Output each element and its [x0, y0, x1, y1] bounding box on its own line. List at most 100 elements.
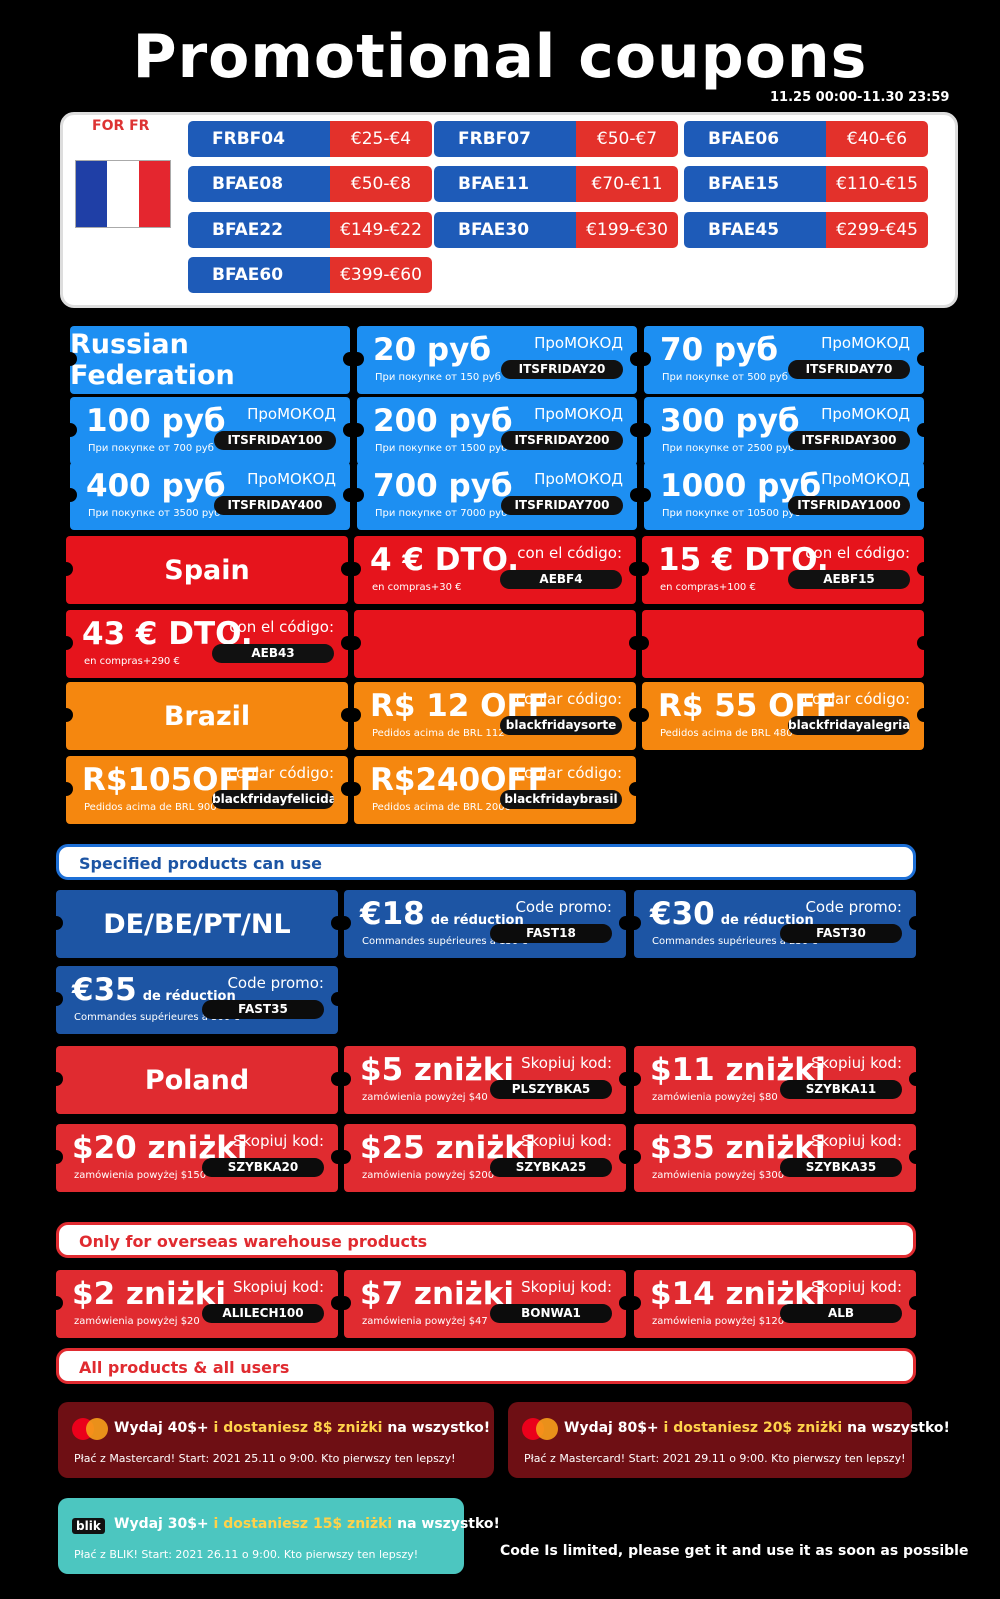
- coupon-fr[interactable]: BFAE30 €199-€30: [434, 212, 678, 248]
- coupon-code: BFAE45: [684, 212, 826, 248]
- coupon-ticket[interactable]: $7 zniżki zamówienia powyżej $47 Skopiuj k…: [337, 1270, 633, 1338]
- banner-overseas: Only for overseas warehouse products: [56, 1222, 916, 1258]
- promo-discount: 8$ zniżki: [312, 1420, 383, 1436]
- coupon-ticket[interactable]: R$ 55 OFF Pedidos acima de BRL 480 copiar …: [635, 682, 931, 750]
- coupon-amount: 70 руб: [660, 332, 778, 368]
- coupon-ticket[interactable]: 100 руб При покупке от 700 руб ПроМОКОД ITS…: [63, 397, 357, 465]
- coupon-fr[interactable]: BFAE06 €40-€6: [684, 121, 928, 157]
- coupon-ticket[interactable]: $20 zniżki zamówienia powyżej $150 Skopiuj…: [49, 1124, 345, 1192]
- coupon-ticket[interactable]: $25 zniżki zamówienia powyżej $200 Skopiuj…: [337, 1124, 633, 1192]
- coupon-condition: При покупке от 3500 руб: [88, 508, 221, 519]
- coupon-code: ITSFRIDAY300: [788, 431, 910, 450]
- coupon-value: €149-€22: [330, 212, 432, 248]
- coupon-amount-text: 20 руб: [373, 332, 491, 368]
- coupon-ticket[interactable]: €18 de réduction Commandes supérieures à 1…: [337, 890, 633, 958]
- coupon-condition: zamówienia powyżej $20: [74, 1316, 200, 1327]
- coupon-condition: При покупке от 150 руб: [375, 372, 501, 383]
- france-flag-icon: [75, 160, 171, 228]
- coupon-amount-text: 70 руб: [660, 332, 778, 368]
- empty-ticket: [347, 610, 643, 678]
- coupon-fr[interactable]: BFAE60 €399-€60: [188, 257, 432, 293]
- coupon-code-label: Code promo:: [515, 898, 612, 916]
- coupon-condition: Pedidos acima de BRL 900: [84, 802, 217, 813]
- empty-ticket: [635, 610, 931, 678]
- coupon-code-label: ПроМОКОД: [534, 334, 623, 352]
- coupon-amount-text: €18: [360, 896, 425, 932]
- payment-promo: blik Wydaj 30$+ i dostaniesz 15$ zniżki n…: [58, 1498, 500, 1574]
- coupon-code-label: ПроМОКОД: [821, 405, 910, 423]
- coupon-amount-text: €30: [650, 896, 715, 932]
- coupon-ticket[interactable]: $5 zniżki zamówienia powyżej $40 Skopiuj k…: [337, 1046, 633, 1114]
- coupon-code-label: con el código:: [805, 544, 910, 562]
- coupon-ticket[interactable]: 70 руб При покупке от 500 руб ПроМОКОД ITSF…: [637, 326, 931, 394]
- coupon-code-label: con el código:: [229, 618, 334, 636]
- coupon-amount: $2 zniżki: [72, 1276, 226, 1312]
- promo-headline: Wydaj 30$+ i dostaniesz 15$ zniżki na ws…: [114, 1516, 500, 1532]
- coupon-ticket[interactable]: 20 руб При покупке от 150 руб ПроМОКОД ITSF…: [350, 326, 644, 394]
- coupon-ticket[interactable]: R$ 12 OFF Pedidos acima de BRL 112 copiar …: [347, 682, 643, 750]
- coupon-ticket[interactable]: R$105OFF Pedidos acima de BRL 900 copiar c…: [59, 756, 355, 824]
- coupon-ticket[interactable]: 15 € DTO. en compras+100 € con el código: A…: [635, 536, 931, 604]
- coupon-value: €110-€15: [826, 166, 928, 202]
- coupon-code-label: ПроМОКОД: [247, 470, 336, 488]
- promo-scope: na wszystko!: [842, 1420, 950, 1436]
- coupon-code: PLSZYBKA5: [490, 1080, 612, 1099]
- region-name: Russian Federation: [70, 329, 235, 391]
- coupon-ticket[interactable]: $14 zniżki zamówienia powyżej $120 Skopiuj…: [627, 1270, 923, 1338]
- coupon-ticket[interactable]: $2 zniżki zamówienia powyżej $20 Skopiuj k…: [49, 1270, 345, 1338]
- coupon-ticket[interactable]: 4 € DTO. en compras+30 € con el código: AEB…: [347, 536, 643, 604]
- coupon-ticket[interactable]: 200 руб При покупке от 1500 руб ПроМОКОД IT…: [350, 397, 644, 465]
- promo-details: Płać z Mastercard! Start: 2021 25.11 o 9…: [74, 1452, 456, 1465]
- coupon-amount: 400 руб: [86, 468, 226, 504]
- coupon-ticket[interactable]: €35 de réduction Commandes supérieures à 3…: [49, 966, 345, 1034]
- mastercard-logo-icon: [522, 1418, 558, 1440]
- coupon-code: BFAE15: [684, 166, 826, 202]
- coupon-code: AEB43: [212, 644, 334, 663]
- coupon-code: FAST18: [490, 924, 612, 943]
- coupon-code: FAST30: [780, 924, 902, 943]
- coupon-fr[interactable]: BFAE45 €299-€45: [684, 212, 928, 248]
- coupon-condition: При покупке от 1500 руб: [375, 443, 508, 454]
- region-name: Spain: [164, 554, 250, 586]
- coupon-condition: zamówienia powyżej $120: [652, 1316, 785, 1327]
- coupon-condition: Commandes supérieures à 300 €: [74, 1012, 240, 1023]
- coupon-value: €25-€4: [330, 121, 432, 157]
- coupon-condition: Pedidos acima de BRL 112: [372, 728, 505, 739]
- coupon-code: SZYBKA11: [780, 1080, 902, 1099]
- coupon-ticket[interactable]: 700 руб При покупке от 7000 руб ПроМОКОД IT…: [350, 462, 644, 530]
- coupon-ticket[interactable]: 300 руб При покупке от 2500 руб ПроМОКОД IT…: [637, 397, 931, 465]
- coupon-ticket[interactable]: 1000 руб При покупке от 10500 руб ПроМОКОД…: [637, 462, 931, 530]
- coupon-code-label: ПроМОКОД: [534, 405, 623, 423]
- coupon-fr[interactable]: BFAE15 €110-€15: [684, 166, 928, 202]
- coupon-code: AEBF15: [788, 570, 910, 589]
- coupon-condition: zamówienia powyżej $47: [362, 1316, 488, 1327]
- coupon-fr[interactable]: FRBF04 €25-€4: [188, 121, 432, 157]
- coupon-code: blackfridaybrasil: [500, 790, 622, 809]
- coupon-code-label: Code promo:: [227, 974, 324, 992]
- coupon-ticket[interactable]: $11 zniżki zamówienia powyżej $80 Skopiuj …: [627, 1046, 923, 1114]
- promo-headline: Wydaj 80$+ i dostaniesz 20$ zniżki na ws…: [564, 1420, 950, 1436]
- coupon-ticket[interactable]: €30 de réduction Commandes supérieures à 2…: [627, 890, 923, 958]
- coupon-code-label: Skopiuj kod:: [811, 1054, 902, 1072]
- coupon-ticket[interactable]: R$240OFF Pedidos acima de BRL 2000 copiar …: [347, 756, 643, 824]
- coupon-value: €199-€30: [576, 212, 678, 248]
- coupon-ticket[interactable]: 400 руб При покупке от 3500 руб ПроМОКОД IT…: [63, 462, 357, 530]
- coupon-amount: $7 zniżki: [360, 1276, 514, 1312]
- coupon-condition: en compras+100 €: [660, 582, 756, 593]
- coupon-condition: При покупке от 500 руб: [662, 372, 788, 383]
- coupon-code: ITSFRIDAY20: [501, 360, 623, 379]
- coupon-code-label: copiar código:: [515, 764, 622, 782]
- coupon-fr[interactable]: FRBF07 €50-€7: [434, 121, 678, 157]
- coupon-fr[interactable]: BFAE08 €50-€8: [188, 166, 432, 202]
- coupon-fr[interactable]: BFAE11 €70-€11: [434, 166, 678, 202]
- coupon-code: BFAE08: [188, 166, 330, 202]
- france-label: FOR FR: [92, 118, 150, 134]
- coupon-ticket[interactable]: 43 € DTO. en compras+290 € con el código: A…: [59, 610, 355, 678]
- coupon-code-label: Skopiuj kod:: [811, 1278, 902, 1296]
- coupon-fr[interactable]: BFAE22 €149-€22: [188, 212, 432, 248]
- coupon-code-label: Skopiuj kod:: [233, 1132, 324, 1150]
- coupon-code: ITSFRIDAY400: [214, 496, 336, 515]
- promo-discount: 15$ zniżki: [312, 1516, 393, 1532]
- coupon-code-label: Skopiuj kod:: [811, 1132, 902, 1150]
- coupon-ticket[interactable]: $35 zniżki zamówienia powyżej $300 Skopiuj…: [627, 1124, 923, 1192]
